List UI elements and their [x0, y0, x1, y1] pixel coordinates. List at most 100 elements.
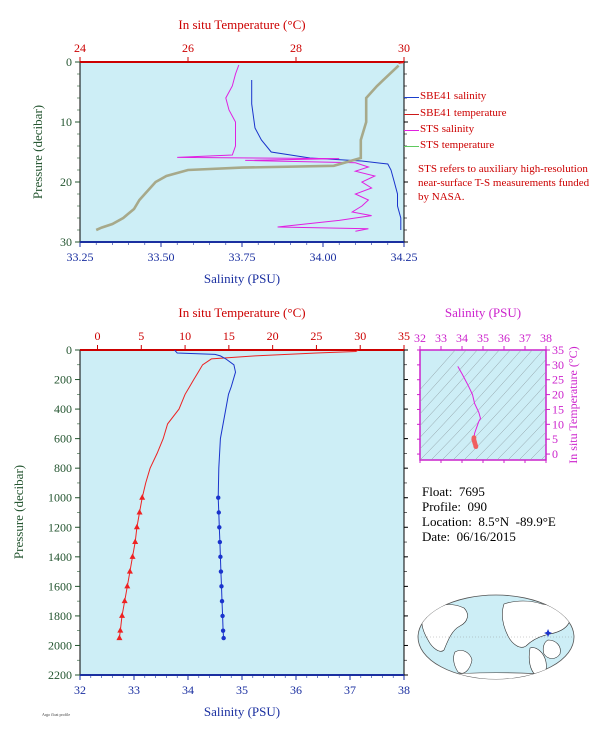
full-profile-sbe41-salinity-marker	[219, 584, 224, 589]
full-profile-pressure-tick-label: 200	[54, 373, 72, 387]
near-surface-temp-tick-label: 28	[290, 41, 302, 55]
near-surface-sal-tick-label: 34.00	[310, 250, 337, 264]
full-profile-pressure-tick-label: 1600	[48, 579, 72, 593]
near-surface-pressure-tick-label: 0	[66, 55, 72, 69]
full-profile-sbe41-salinity-marker	[217, 539, 223, 545]
full-profile-plot-area	[79, 349, 405, 676]
full-profile-pressure-tick-label: 1800	[48, 609, 72, 623]
full-profile-sbe41-salinity-marker	[218, 554, 223, 560]
full-profile-sbe41-salinity-marker	[216, 495, 221, 500]
ts-density-contour	[474, 383, 546, 460]
full-profile-pressure-tick-label: 600	[54, 432, 72, 446]
full-profile-temp-tick-label: 15	[223, 329, 235, 343]
legend-label-sbe41-temperature: SBE41 temperature	[420, 107, 507, 119]
ts-temp-tick-label: 5	[552, 432, 558, 446]
ts-sal-tick-label: 38	[540, 331, 552, 345]
sts-note: STS refers to auxiliary high-resolution …	[418, 163, 590, 203]
full-profile-temp-tick-label: 25	[310, 329, 322, 343]
ts-density-contour	[485, 395, 546, 460]
full-profile-sbe41-salinity-line	[174, 350, 237, 639]
near-surface-sal-tick-label: 33.50	[148, 250, 175, 264]
full-profile-sbe41-temperature-marker	[132, 538, 139, 545]
ts-sal-tick-label: 36	[498, 331, 510, 345]
near-surface-series	[95, 62, 404, 232]
full-profile-sbe41-salinity-marker	[219, 598, 225, 604]
ts-sal-tick-label: 33	[435, 331, 447, 345]
near-surface-pressure-tick-label: 20	[60, 175, 72, 189]
full-profile-sal-tick-label: 37	[344, 683, 356, 697]
near-surface-sts-salinity-line	[177, 64, 377, 232]
full-profile-pressure-tick-label: 800	[54, 461, 72, 475]
ts-density-contour	[441, 350, 544, 460]
full-profile-sbe41-temperature-marker	[133, 523, 140, 530]
full-profile-temp-tick-label: 20	[267, 329, 279, 343]
full-profile-sbe41-salinity-marker	[220, 628, 226, 633]
near-surface-temp-tick-label: 24	[74, 41, 86, 55]
legend-swatch-sts-salinity	[404, 130, 419, 131]
full-profile-sal-tick-label: 32	[74, 683, 86, 697]
near-surface-sbe41-salinity-line	[251, 80, 402, 230]
full-profile-sbe41-temperature-marker	[121, 597, 128, 604]
near-surface-y-axis-title: Pressure (decibar)	[30, 105, 45, 199]
full-profile-pressure-tick-label: 400	[54, 402, 72, 416]
ts-sal-tick-label: 34	[456, 331, 468, 345]
profile-date: Date: 06/16/2015	[422, 529, 516, 544]
full-profile-panel: 32 33 34 35 36 37 38 0 5 10 15 20 25 30 35 0 200 400 600 80…	[11, 305, 410, 719]
ts-density-contour	[420, 350, 489, 427]
ts-series	[457, 366, 482, 450]
full-profile-sbe41-salinity-marker	[218, 569, 224, 574]
ts-density-contour	[420, 350, 511, 450]
legend-swatch-sts-temperature	[404, 146, 419, 147]
near-surface-sal-tick-label: 33.25	[67, 250, 94, 264]
full-profile-sbe41-temperature-marker	[129, 553, 136, 559]
float-id: Float: 7695	[422, 484, 485, 499]
ts-density-contour	[496, 407, 546, 460]
near-surface-plot-area	[79, 61, 405, 243]
full-profile-pressure-tick-label: 0	[66, 343, 72, 357]
legend-label-sts-temperature: STS temperature	[420, 139, 495, 151]
full-profile-temp-tick-label: 0	[95, 329, 101, 343]
full-profile-pressure-tick-label: 1200	[48, 520, 72, 534]
full-profile-sbe41-temperature-marker	[116, 634, 123, 641]
ts-top-axis-title: Salinity (PSU)	[445, 305, 521, 320]
full-profile-sbe41-salinity-marker	[217, 525, 222, 530]
legend-label-sts-salinity: STS salinity	[420, 123, 475, 135]
full-profile-sbe41-salinity-marker	[221, 635, 226, 641]
ts-density-contour	[518, 431, 546, 460]
full-profile-temp-tick-label: 30	[354, 329, 366, 343]
full-profile-temp-tick-label: 5	[138, 329, 144, 343]
full-profile-pressure-tick-label: 2200	[48, 668, 72, 682]
ts-density-contour	[420, 350, 456, 390]
full-profile-sal-tick-label: 35	[236, 683, 248, 697]
full-profile-series	[116, 350, 359, 641]
full-profile-sbe41-temperature-marker	[136, 509, 143, 515]
ts-density-contour	[507, 419, 546, 460]
ts-temp-tick-label: 20	[552, 388, 564, 402]
full-profile-bottom-axis-title: Salinity (PSU)	[204, 704, 280, 719]
ts-density-contour	[430, 350, 533, 460]
near-surface-sal-tick-label: 34.25	[391, 250, 418, 264]
footer-tag: Argo float profile	[42, 712, 70, 717]
full-profile-sbe41-temperature-line	[118, 350, 359, 639]
ts-density-contour	[463, 371, 546, 460]
ts-temp-tick-label: 15	[552, 402, 564, 416]
near-surface-temp-tick-label: 26	[182, 41, 194, 55]
ts-temp-tick-label: 0	[552, 447, 558, 461]
full-profile-sal-tick-label: 34	[182, 683, 194, 697]
ts-density-contour	[420, 350, 478, 415]
near-surface-sbe41-temperature-line	[398, 62, 404, 64]
float-location: Location: 8.5°N -89.9°E	[422, 514, 556, 529]
ts-density-contour	[529, 443, 546, 460]
full-profile-y-axis-title: Pressure (decibar)	[11, 465, 26, 559]
full-profile-sbe41-temperature-marker	[117, 627, 124, 633]
full-profile-pressure-tick-label: 1000	[48, 491, 72, 505]
float-position-marker	[544, 629, 553, 638]
near-surface-bottom-axis-title: Salinity (PSU)	[204, 271, 280, 286]
full-profile-pressure-tick-label: 1400	[48, 550, 72, 564]
full-profile-sbe41-salinity-marker	[220, 613, 225, 619]
near-surface-pressure-tick-label: 10	[60, 115, 72, 129]
ts-sal-tick-label: 35	[477, 331, 489, 345]
